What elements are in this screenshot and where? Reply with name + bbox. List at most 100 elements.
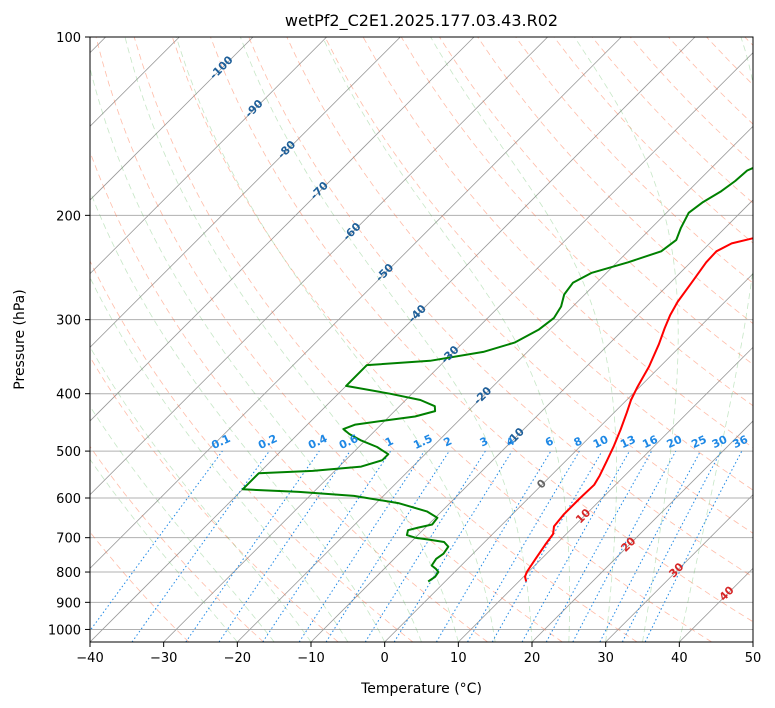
moist-adiabat-line xyxy=(430,37,617,642)
x-tick-label: −20 xyxy=(224,651,251,666)
mixing-ratio-label: 0.1 xyxy=(209,432,232,452)
y-axis-ticks: 1000 900 800 700 600 500 400 300 200 100 xyxy=(48,31,90,638)
mixing-ratio-line xyxy=(364,450,486,642)
moist-adiabat-line xyxy=(175,37,496,642)
y-tick-label: 100 xyxy=(56,31,81,46)
mixing-ratio-line xyxy=(572,450,677,642)
moist-adiabat-line xyxy=(90,458,238,642)
dry-adiabat-line xyxy=(286,37,753,534)
isotherm-line xyxy=(458,346,753,642)
mixing-ratio-line xyxy=(545,450,653,642)
isotherm-label: -60 xyxy=(340,220,363,243)
mixing-ratio-label: 25 xyxy=(689,433,708,451)
isotherm-line xyxy=(90,37,548,496)
y-axis-label: Pressure (hPa) xyxy=(12,289,28,389)
dry-adiabat-line xyxy=(210,37,753,623)
mixing-ratio-line xyxy=(599,450,701,642)
x-axis-label: Temperature (°C) xyxy=(360,681,482,697)
isotherm-line xyxy=(90,37,696,642)
dry-adiabat-line xyxy=(90,260,414,642)
moist-adiabat-line xyxy=(322,37,570,642)
moist-adiabat-line xyxy=(90,405,275,642)
y-tick-label: 300 xyxy=(56,314,81,329)
mixing-ratio-line xyxy=(131,450,270,642)
isotherm-label: -20 xyxy=(471,384,494,407)
dry-adiabat-line xyxy=(95,37,563,642)
x-axis-ticks: −40 −30 −20 −10 0 10 20 30 40 50 xyxy=(76,642,761,666)
y-tick-label: 900 xyxy=(56,596,81,611)
profile-series xyxy=(241,166,753,583)
y-tick-label: 800 xyxy=(56,566,81,581)
isotherm-line xyxy=(310,199,753,642)
mixing-ratio-label: 16 xyxy=(640,433,660,451)
mixing-ratio-label: 13 xyxy=(618,433,637,451)
plot-frame xyxy=(89,36,754,643)
x-tick-label: 20 xyxy=(524,651,541,666)
mixing-ratio-line xyxy=(644,450,743,642)
mixing-ratio-label: 30 xyxy=(710,433,730,451)
isotherm-line xyxy=(90,37,622,569)
dry-adiabat-line xyxy=(744,37,753,46)
dry-adiabat-lines xyxy=(90,37,753,642)
moist-adiabat-line xyxy=(90,66,422,642)
dry-adiabat-line xyxy=(171,37,712,642)
isotherm-line xyxy=(605,494,753,642)
dry-adiabat-line xyxy=(553,37,753,244)
mixing-ratio-label: 10 xyxy=(591,433,611,451)
isotherm-line xyxy=(90,37,254,201)
pressure-gridlines xyxy=(90,37,753,630)
isotherm-line xyxy=(752,641,753,642)
moist-adiabat-line xyxy=(240,37,533,642)
mixing-ratio-label: 3 xyxy=(478,434,490,449)
mixing-ratio-label: 8 xyxy=(572,434,584,449)
moist-adiabat-line xyxy=(90,190,386,642)
isotherm-label: -100 xyxy=(207,53,236,82)
moist-adiabat-line xyxy=(574,37,679,642)
mixing-ratio-line xyxy=(90,450,223,632)
y-tick-label: 700 xyxy=(56,532,81,547)
mixing-ratio-line xyxy=(435,450,552,642)
isotherm-label: -90 xyxy=(242,97,265,120)
x-tick-label: 30 xyxy=(597,651,614,666)
x-tick-label: −30 xyxy=(150,651,177,666)
mixing-ratio-label: 20 xyxy=(665,433,685,451)
mixing-ratio-label: 0.2 xyxy=(256,432,279,452)
mixing-ratio-line xyxy=(218,450,351,642)
isotherm-line xyxy=(531,420,753,642)
mixing-ratio-label: 0.4 xyxy=(306,432,329,452)
dry-adiabat-line xyxy=(324,37,753,491)
isotherm-label: 0 xyxy=(534,477,549,492)
isotherm-label: 40 xyxy=(717,583,737,603)
moist-adiabat-line xyxy=(90,276,349,642)
y-tick-label: 500 xyxy=(56,445,81,460)
mixing-ratio-lines xyxy=(90,450,743,642)
dry-adiabat-line xyxy=(668,37,753,125)
isotherm-label: -50 xyxy=(373,261,396,284)
isotherm-label: -70 xyxy=(308,179,331,202)
isotherm-lines xyxy=(90,37,753,642)
mixing-ratio-label: 1.5 xyxy=(411,432,434,452)
isotherm-label: -40 xyxy=(406,302,429,325)
moist-adiabat-line xyxy=(678,37,753,642)
dry-adiabat-line xyxy=(90,445,264,642)
plot-area: -100-90-80-70-60-50-40-30-20-10010203040… xyxy=(90,37,753,642)
moist-adiabat-lines xyxy=(90,37,753,642)
x-tick-label: −10 xyxy=(297,651,324,666)
dry-adiabat-line xyxy=(515,37,753,284)
isotherm-label: -80 xyxy=(275,138,298,161)
x-tick-label: −40 xyxy=(76,651,103,666)
x-tick-label: 0 xyxy=(381,651,389,666)
dry-adiabat-line xyxy=(90,531,190,642)
isotherm-line xyxy=(679,567,753,642)
isotherm-label: 10 xyxy=(573,506,593,526)
isotherm-line xyxy=(90,37,475,422)
y-tick-label: 400 xyxy=(56,388,81,403)
isotherm-line xyxy=(237,125,753,642)
mixing-ratio-line xyxy=(521,450,630,642)
mixing-ratio-label: 36 xyxy=(731,433,751,451)
mixing-ratio-line xyxy=(467,450,580,642)
dry-adiabat-line xyxy=(248,37,753,578)
isotherm-label: -30 xyxy=(438,343,461,366)
